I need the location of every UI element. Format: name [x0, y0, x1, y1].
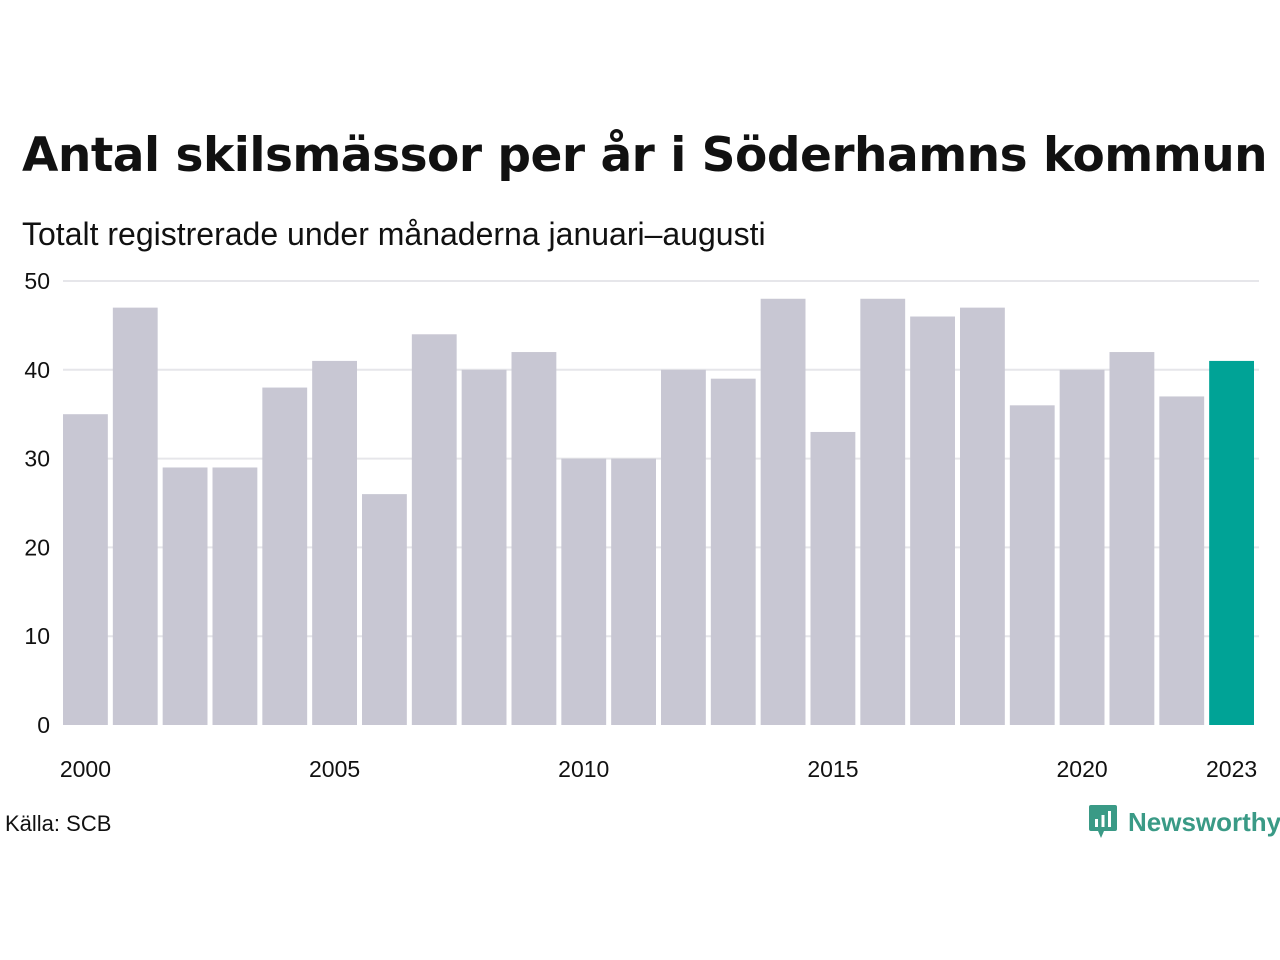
bar-2020 — [1059, 369, 1105, 725]
x-tick-label: 2005 — [309, 756, 360, 782]
bar-2016 — [860, 298, 906, 725]
y-axis-ticks: 0 10 20 30 40 50 — [24, 268, 50, 738]
x-axis-ticks: 2000 2005 2010 2015 2020 2023 — [60, 756, 1257, 782]
bar-2002 — [162, 467, 208, 725]
bar-2003 — [212, 467, 258, 725]
y-tick-label: 10 — [24, 623, 50, 649]
brand-name: Newsworthy — [1128, 806, 1280, 837]
bar-2013 — [710, 378, 756, 725]
bar-2014 — [760, 298, 806, 725]
bar-2008 — [461, 369, 507, 725]
x-tick-label: 2015 — [807, 756, 858, 782]
bar-2011 — [611, 458, 656, 725]
x-tick-label: 2010 — [558, 756, 609, 782]
x-tick-label: 2023 — [1206, 756, 1257, 782]
bar-2022 — [1159, 396, 1205, 725]
bar-2004 — [262, 387, 308, 725]
y-tick-label: 50 — [24, 268, 50, 294]
bar-2006 — [362, 494, 407, 725]
y-tick-label: 40 — [24, 357, 50, 383]
newsworthy-logo-icon — [1089, 805, 1117, 838]
bar-2009 — [511, 352, 557, 725]
bar-2012 — [661, 369, 706, 725]
bar-2019 — [1009, 405, 1055, 725]
brand-logo: Newsworthy — [1088, 804, 1280, 840]
bars — [63, 298, 1254, 725]
chart-subtitle: Totalt registrerade under månaderna janu… — [22, 216, 766, 252]
chart-title: Antal skilsmässor per år i Söderhamns ko… — [22, 128, 1268, 183]
y-tick-label: 0 — [37, 712, 50, 738]
bar-2005 — [312, 360, 357, 725]
bar-2015 — [810, 431, 856, 725]
x-tick-label: 2000 — [60, 756, 111, 782]
bar-2010 — [561, 458, 607, 725]
y-tick-label: 30 — [24, 446, 50, 472]
bar-2021 — [1109, 352, 1155, 725]
source-note: Källa: SCB — [5, 811, 112, 836]
bar-2023 — [1209, 360, 1254, 725]
bar-chart: 0 10 20 30 40 50 2000 2005 2010 2015 2020 2023 — [24, 268, 1259, 782]
x-tick-label: 2020 — [1056, 756, 1107, 782]
bar-2017 — [910, 316, 955, 725]
y-tick-label: 20 — [24, 534, 50, 560]
bar-2018 — [960, 307, 1005, 725]
bar-2001 — [112, 307, 158, 725]
bar-2000 — [63, 414, 108, 725]
bar-2007 — [411, 334, 457, 725]
